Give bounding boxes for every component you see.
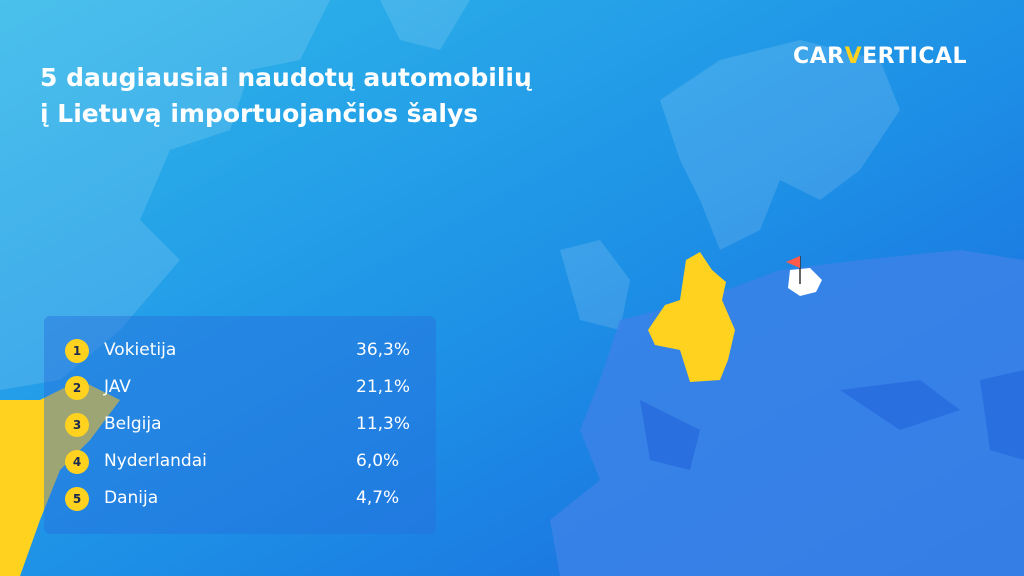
country-name: Belgija <box>104 414 162 434</box>
logo: CARVERTICAL <box>793 44 967 69</box>
table-row: 5 Danija 4,7% <box>44 485 436 513</box>
share-value: 21,1% <box>356 377 411 397</box>
table-row: 4 Nyderlandai 6,0% <box>44 448 436 476</box>
country-name: Nyderlandai <box>104 451 207 471</box>
title-line: 5 daugiausiai naudotų automobilių <box>40 63 532 92</box>
share-value: 11,3% <box>356 414 411 434</box>
table-row: 2 JAV 21,1% <box>44 374 436 402</box>
ranking-table: 1 Vokietija 36,3% 2 JAV 21,1% 3 Belgija 11,3% 4 Ny… <box>44 316 436 534</box>
logo-text: V <box>844 44 863 69</box>
table-row: 1 Vokietija 36,3% <box>44 337 436 365</box>
country-name: Vokietija <box>104 340 177 360</box>
rank-badge: 5 <box>65 487 89 511</box>
logo-text: CAR <box>793 44 845 69</box>
share-value: 36,3% <box>356 340 411 360</box>
share-value: 4,7% <box>356 488 400 508</box>
table-row: 3 Belgija 11,3% <box>44 411 436 439</box>
title: 5 daugiausiai naudotų automobilių į Liet… <box>40 60 532 132</box>
rank-badge: 4 <box>65 450 89 474</box>
title-line: į Lietuvą importuojančios šalys <box>40 99 479 128</box>
logo-text: ERTICAL <box>862 44 968 69</box>
share-value: 6,0% <box>356 451 400 471</box>
rank-badge: 2 <box>65 376 89 400</box>
country-name: Danija <box>104 488 159 508</box>
rank-badge: 1 <box>65 339 89 363</box>
country-name: JAV <box>104 377 131 397</box>
rank-badge: 3 <box>65 413 89 437</box>
